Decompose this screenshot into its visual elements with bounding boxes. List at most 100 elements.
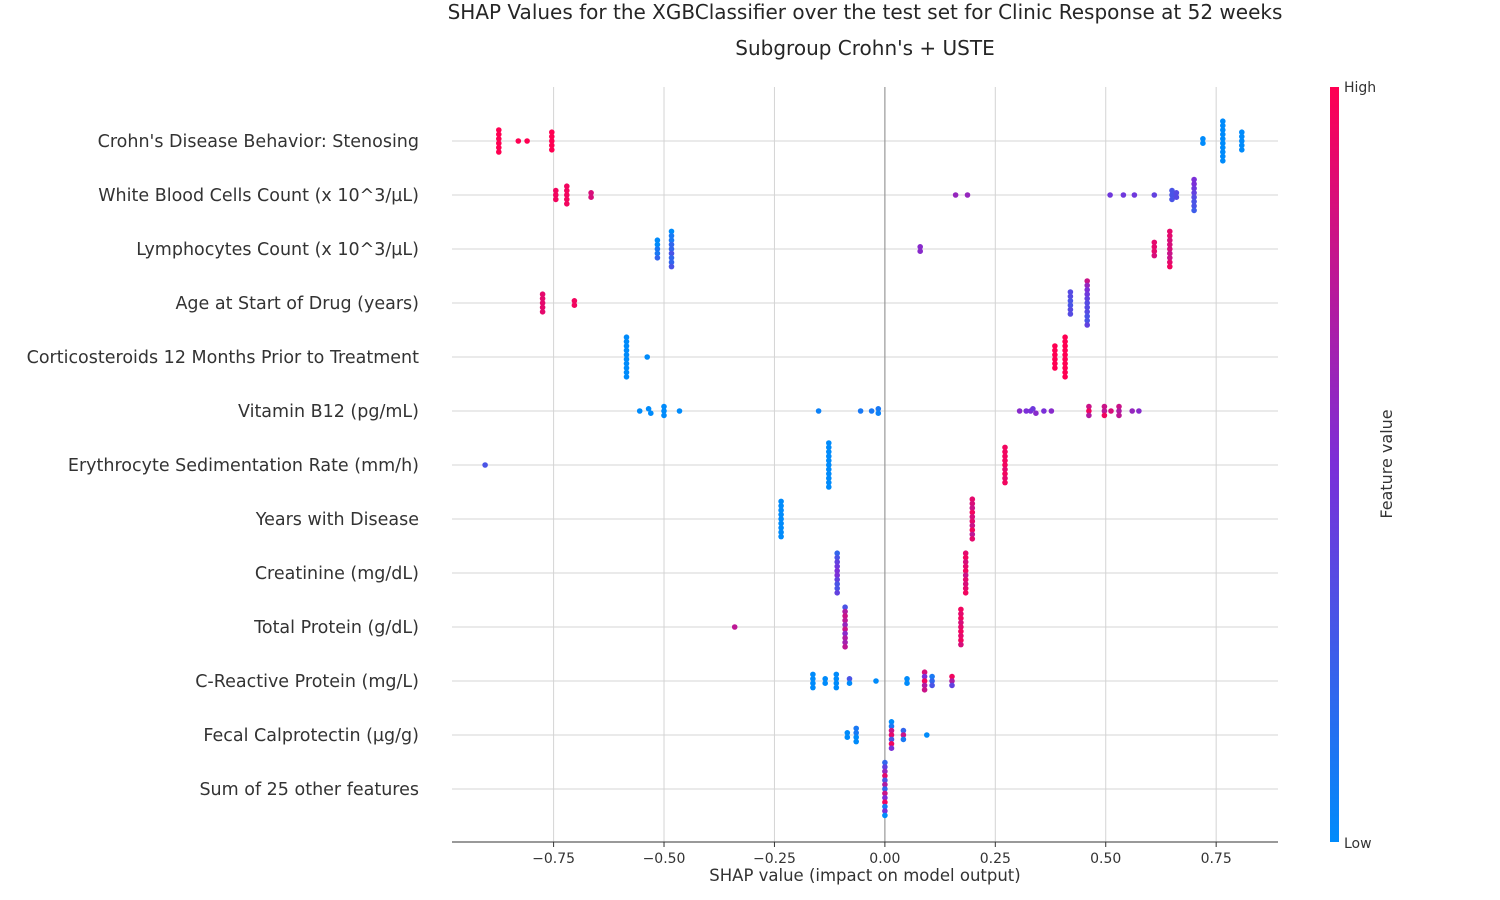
shap-point: [623, 356, 630, 363]
shap-point: [778, 525, 784, 531]
shap-point: [1002, 479, 1008, 486]
shap-point: [882, 764, 888, 770]
shap-point: [969, 505, 976, 511]
shap-point: [1220, 127, 1226, 133]
shap-point: [962, 550, 969, 556]
shap-point: [921, 669, 928, 675]
shap-point: [833, 684, 840, 691]
shap-point: [882, 812, 888, 819]
shap-point: [888, 745, 895, 751]
shap-point: [1167, 237, 1173, 243]
shap-point: [834, 554, 840, 561]
shap-point: [588, 194, 594, 200]
shap-point: [564, 201, 570, 207]
shap-point: [1167, 246, 1173, 252]
shap-point: [1030, 406, 1036, 412]
shap-point: [904, 680, 910, 686]
shap-point: [882, 773, 888, 779]
colorbar-low-label: Low: [1344, 836, 1372, 852]
shap-point: [834, 581, 840, 587]
shap-point: [958, 624, 964, 630]
shap-point: [1239, 138, 1245, 144]
shap-point: [921, 673, 928, 680]
shap-point: [834, 559, 840, 565]
x-axis: −0.75 −0.50 −0.25 0.00 0.25 0.50 0.75: [452, 841, 1278, 867]
shap-point: [1220, 153, 1226, 160]
feature-label: Sum of 25 other features: [199, 780, 419, 800]
shap-point: [668, 237, 675, 243]
shap-point: [826, 440, 832, 446]
shap-point: [1191, 203, 1197, 209]
shap-point: [1002, 471, 1008, 477]
shap-point: [826, 457, 832, 464]
shap-point: [676, 408, 683, 414]
shap-point: [834, 590, 840, 596]
shap-point: [873, 678, 879, 684]
shap-point: [623, 347, 630, 354]
shap-point: [888, 723, 895, 729]
shap-point: [1062, 347, 1068, 354]
shap-point: [969, 496, 976, 503]
shap-point: [834, 572, 840, 578]
shap-point: [1116, 403, 1122, 410]
shap-point: [1169, 187, 1175, 194]
shap-point: [882, 799, 888, 805]
shap-point: [834, 568, 840, 574]
shap-point: [1120, 192, 1127, 198]
shap-point: [1191, 181, 1197, 187]
shap-point: [826, 471, 832, 477]
feature-label: Creatinine (mg/dL): [255, 564, 419, 584]
shap-point: [564, 196, 570, 203]
shap-point: [661, 403, 667, 410]
shap-point: [822, 680, 828, 686]
shap-point: [917, 244, 923, 250]
shap-point: [668, 259, 675, 266]
shap-point: [904, 676, 910, 682]
shap-point: [1041, 408, 1047, 414]
shap-point: [969, 527, 976, 533]
shap-point: [1169, 192, 1175, 198]
shap-point: [958, 619, 964, 626]
shap-point: [571, 302, 578, 309]
shap-point: [1167, 263, 1173, 270]
colorbar-high-label: High: [1344, 80, 1376, 96]
shap-point: [826, 475, 832, 482]
shap-point: [1067, 289, 1074, 295]
shap-point: [1084, 282, 1090, 289]
shap-point: [539, 304, 546, 311]
shap-point: [921, 687, 928, 693]
chart-title: SHAP Values for the XGBClassifier over t…: [447, 0, 1283, 24]
shap-point: [778, 516, 784, 522]
shap-point: [1200, 136, 1206, 142]
shap-point: [1167, 250, 1173, 257]
shap-point: [654, 241, 661, 248]
shap-point: [969, 509, 976, 516]
shap-point: [822, 676, 828, 682]
shap-point: [778, 520, 784, 527]
shap-point: [834, 585, 840, 592]
shap-point: [958, 611, 964, 617]
shap-point: [778, 503, 784, 509]
shap-point: [810, 684, 816, 691]
shap-point: [1033, 410, 1039, 417]
shap-point: [731, 624, 738, 630]
shap-point: [969, 536, 976, 542]
shap-point: [1108, 408, 1114, 414]
shap-point: [564, 192, 570, 198]
shap-point: [1131, 192, 1138, 198]
shap-point: [1084, 295, 1090, 302]
shap-point: [1052, 356, 1058, 363]
shap-point: [949, 678, 955, 684]
shap-point: [661, 408, 667, 414]
shap-point: [571, 298, 578, 304]
colorbar-gradient: [1330, 87, 1339, 842]
shap-point: [1002, 466, 1008, 473]
shap-point: [1151, 192, 1158, 198]
shap-point: [1107, 192, 1113, 198]
shap-point: [958, 615, 964, 621]
shap-point: [888, 741, 895, 747]
shap-point: [900, 736, 907, 743]
shap-point: [1101, 408, 1108, 414]
shap-point: [962, 559, 969, 565]
colorbar: High Low Feature value: [1330, 80, 1396, 852]
